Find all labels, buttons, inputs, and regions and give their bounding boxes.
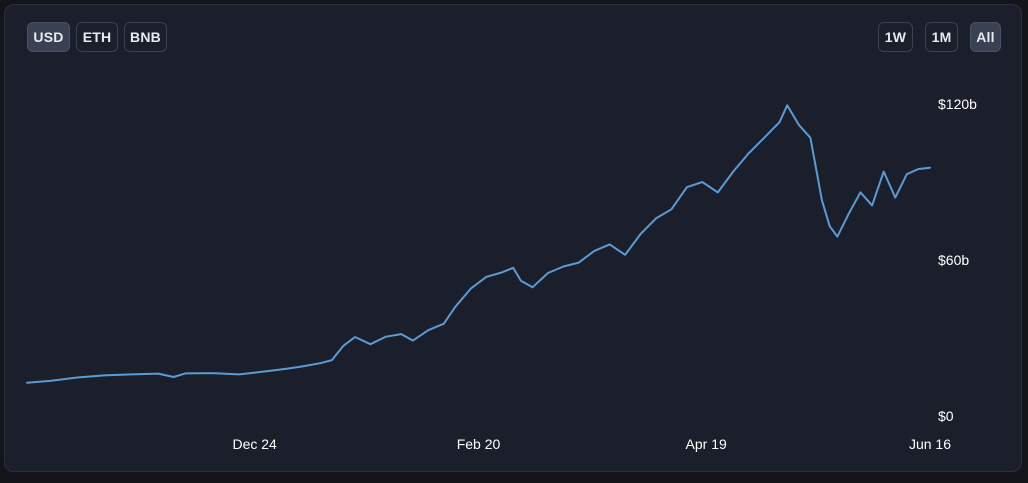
series-line: [27, 105, 930, 382]
x-tick-label: Dec 24: [232, 436, 277, 452]
x-tick-label: Apr 19: [686, 436, 727, 452]
y-tick-label: $0: [938, 408, 954, 424]
y-tick-label: $120b: [938, 96, 977, 112]
y-tick-label: $60b: [938, 252, 969, 268]
x-tick-label: Jun 16: [909, 436, 951, 452]
y-axis: $0 $60b $120b: [938, 96, 977, 424]
x-tick-label: Feb 20: [457, 436, 501, 452]
x-axis: Dec 24 Feb 20 Apr 19 Jun 16: [232, 436, 951, 452]
